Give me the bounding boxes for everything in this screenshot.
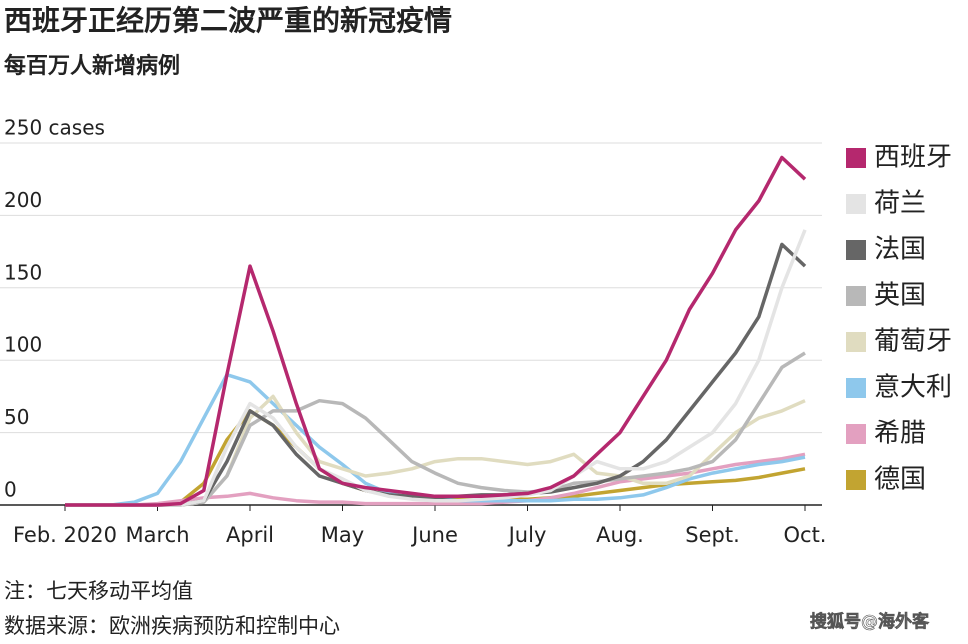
legend-label: 葡萄牙	[874, 327, 952, 357]
legend-swatch	[846, 470, 866, 490]
legend-swatch	[846, 332, 866, 352]
x-tick-label: July	[507, 523, 547, 547]
y-tick-label: 0	[4, 478, 17, 502]
source: 数据来源：欧洲疾病预防和控制中心	[4, 614, 340, 638]
y-tick-label: 150	[4, 260, 42, 284]
note: 注：七天移动平均值	[4, 579, 193, 603]
chart-subtitle: 每百万人新增病例	[4, 53, 180, 79]
series-line	[65, 409, 806, 507]
x-tick-label: Oct.	[784, 523, 827, 547]
legend-swatch	[846, 424, 866, 444]
x-tick-label: Feb. 2020	[13, 523, 117, 547]
x-tick-label: Sept.	[685, 523, 740, 547]
x-tick-label: May	[321, 523, 364, 547]
x-tick-label: Aug.	[596, 523, 644, 547]
legend-swatch	[846, 148, 866, 168]
x-tick-label: June	[410, 523, 458, 547]
legend-label: 荷兰	[874, 189, 926, 219]
legend-label: 希腊	[874, 419, 926, 449]
legend-swatch	[846, 194, 866, 214]
series-line	[65, 394, 806, 507]
legend-swatch	[846, 378, 866, 398]
y-tick-label: 250 cases	[4, 116, 105, 140]
y-tick-label: 50	[4, 405, 29, 429]
x-tick-label: April	[226, 523, 274, 547]
series-line	[65, 229, 807, 507]
legend-label: 德国	[874, 465, 926, 495]
y-tick-label: 200	[4, 188, 42, 212]
legend-label: 意大利	[874, 373, 952, 403]
legend-label: 西班牙	[874, 143, 952, 173]
x-tick-label: March	[125, 523, 189, 547]
series-line	[65, 155, 807, 507]
y-tick-label: 100	[4, 333, 42, 357]
chart-title: 西班牙正经历第二波严重的新冠疫情	[4, 4, 452, 37]
legend-swatch	[846, 286, 866, 306]
series-line	[65, 372, 806, 507]
legend-swatch	[846, 240, 866, 260]
legend-label: 英国	[874, 281, 926, 311]
watermark: 搜狐号@海外客	[810, 611, 930, 632]
legend-label: 法国	[874, 235, 926, 265]
